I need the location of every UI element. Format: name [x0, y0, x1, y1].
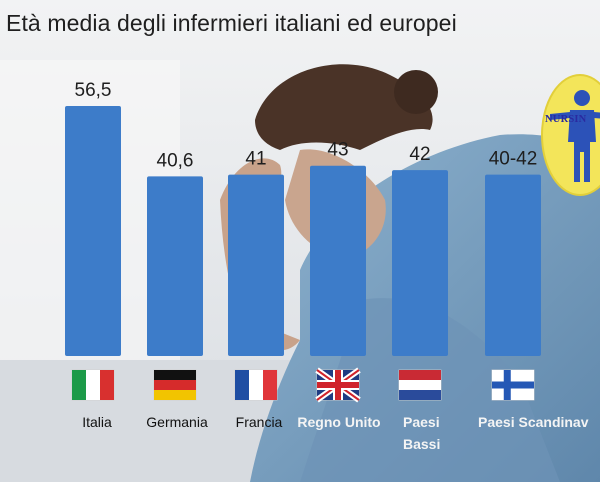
data-label: 40-42	[489, 149, 538, 170]
bar	[228, 174, 284, 356]
bar	[485, 174, 541, 356]
data-label: 41	[245, 149, 266, 170]
finland-flag-icon	[492, 370, 534, 400]
chart-title: Età media degli infermieri italiani ed e…	[6, 10, 457, 36]
netherlands-flag-icon	[399, 370, 441, 400]
category-label: Regno Unito	[297, 414, 380, 430]
data-label: 56,5	[75, 80, 112, 101]
bar	[147, 176, 203, 356]
italy-flag-icon	[72, 370, 114, 400]
category-label: Paesi Bassi	[403, 414, 440, 452]
data-label: 43	[327, 140, 348, 161]
category-label: Paesi Scandinav	[478, 414, 589, 430]
bar	[310, 165, 366, 356]
uk-flag-icon	[315, 367, 361, 403]
nursing-logo	[541, 74, 600, 196]
category-label: Francia	[236, 414, 283, 430]
germany-flag-icon	[154, 370, 196, 400]
category-label: Italia	[82, 414, 112, 430]
logo-text: NURSIN	[545, 114, 587, 125]
data-label: 42	[409, 144, 430, 165]
data-label: 40,6	[157, 150, 194, 171]
category-label: Germania	[146, 414, 208, 430]
bar	[65, 106, 121, 356]
france-flag-icon	[235, 370, 277, 400]
bar	[392, 170, 448, 356]
